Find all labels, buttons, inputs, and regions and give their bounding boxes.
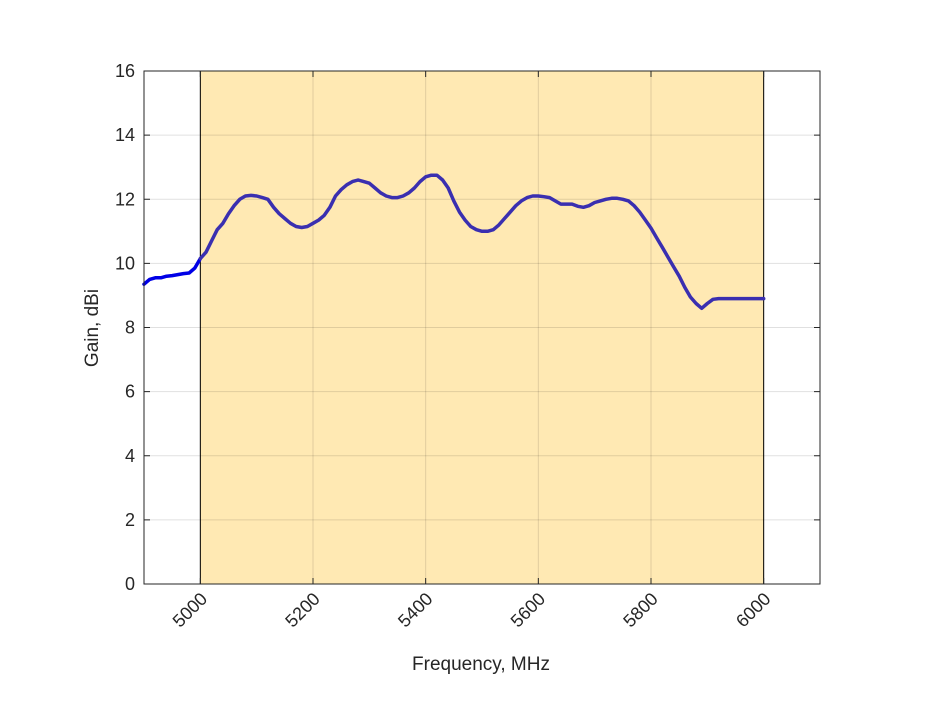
series-line-inside-band [198, 173, 766, 311]
x-tick-label: 5400 [394, 589, 436, 631]
y-tick-label: 2 [125, 510, 135, 530]
y-tick-label: 10 [115, 253, 135, 273]
series-line-outside-band [142, 256, 203, 286]
x-axis-label: Frequency, MHz [412, 654, 550, 675]
x-tick-label: 6000 [732, 589, 774, 631]
x-tick-label: 5200 [281, 589, 323, 631]
y-tick-label: 12 [115, 189, 135, 209]
y-tick-label: 14 [115, 125, 135, 145]
highlight-band [200, 71, 764, 584]
y-tick-label: 0 [125, 574, 135, 594]
x-tick-label: 5800 [619, 589, 661, 631]
y-tick-label: 6 [125, 382, 135, 402]
y-axis-label: Gain, dBi [82, 289, 103, 367]
y-tick-label: 4 [125, 446, 135, 466]
x-tick-label: 5600 [507, 589, 549, 631]
x-tick-label: 5000 [169, 589, 211, 631]
y-tick-label: 8 [125, 318, 135, 338]
y-tick-label: 16 [115, 61, 135, 81]
